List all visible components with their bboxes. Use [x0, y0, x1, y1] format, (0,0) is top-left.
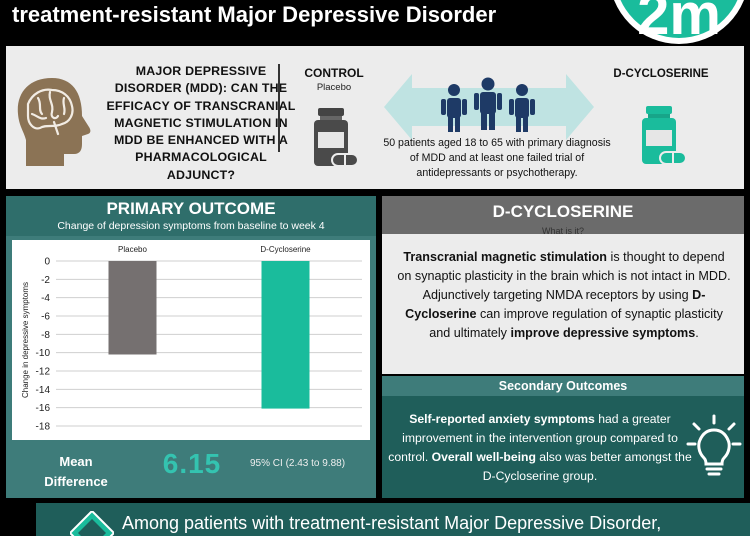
- mean-label-line1: Mean: [59, 454, 93, 469]
- people-icon: [441, 77, 535, 132]
- body-text: also was better amongst the D-Cycloserin…: [482, 450, 692, 483]
- body-text: can improve regulation of synaptic plast…: [429, 307, 723, 340]
- secondary-outcomes-text: Self-reported anxiety symptoms had a gre…: [388, 410, 692, 486]
- mean-difference-label: Mean Difference: [36, 452, 116, 492]
- bar-d-cycloserine: [261, 261, 310, 409]
- patients-description: 50 patients aged 18 to 65 with primary d…: [383, 137, 611, 179]
- bold-text: Transcranial magnetic stimulation: [403, 250, 608, 264]
- mean-difference-value: 6.15: [162, 448, 222, 479]
- conclusion-text: Among patients with treatment-resistant …: [122, 513, 662, 533]
- conclusion-bar: Among patients with treatment-resistant …: [36, 503, 750, 536]
- study-overview-panel: MAJOR DEPRESSIVE DISORDER (MDD): CAN THE…: [6, 46, 744, 189]
- primary-outcome-header: PRIMARY OUTCOME Change of depression sym…: [6, 196, 376, 236]
- body-text: had a greater improvement in the interve…: [388, 412, 678, 464]
- mean-label-line2: Difference: [44, 474, 108, 489]
- primary-outcome-panel: PRIMARY OUTCOME Change of depression sym…: [6, 196, 376, 498]
- lightbulb-icon: [686, 414, 742, 480]
- diamond-logo-icon: [68, 509, 116, 536]
- logo-text: 2m: [637, 0, 721, 46]
- primary-outcome-title: PRIMARY OUTCOME: [106, 199, 276, 218]
- y-axis-label: Change in depressive symptoms: [21, 282, 30, 398]
- research-question: MAJOR DEPRESSIVE DISORDER (MDD): CAN THE…: [106, 64, 296, 182]
- y-tick-label: -6: [41, 312, 50, 323]
- logo: 2m: [612, 0, 746, 47]
- category-label: Placebo: [118, 245, 147, 254]
- body-text: is thought to depend on synaptic plastic…: [397, 250, 731, 302]
- y-tick-label: -8: [41, 330, 50, 341]
- y-tick-label: -10: [36, 348, 51, 359]
- bar-placebo: [108, 261, 157, 355]
- dcycloserine-description: Transcranial magnetic stimulation is tho…: [396, 248, 732, 343]
- dcycloserine-subtitle: What is it?: [541, 226, 584, 236]
- bold-text: improve depressive symptoms: [510, 326, 696, 340]
- secondary-outcomes-panel: Self-reported anxiety symptoms had a gre…: [382, 396, 744, 498]
- y-tick-label: -12: [36, 367, 51, 378]
- intervention-label: D-CYCLOSERINE: [613, 68, 709, 80]
- bold-text: Overall well-being: [431, 450, 536, 464]
- chart-svg: Change in depressive symptoms 0 -2 -4 -6 -8 -…: [21, 245, 362, 433]
- body-text: .: [695, 326, 699, 340]
- participants-arrow: [384, 72, 594, 142]
- y-tick-label: -16: [36, 403, 51, 414]
- control-label: CONTROL: [304, 66, 364, 80]
- bar-chart: Change in depressive symptoms 0 -2 -4 -6 -8 -…: [12, 240, 370, 440]
- y-tick-label: -18: [36, 422, 51, 433]
- dcycloserine-title: D-CYCLOSERINE: [492, 202, 634, 221]
- primary-outcome-subtitle: Change of depression symptoms from basel…: [57, 220, 325, 232]
- category-label: D-Cycloserine: [260, 245, 311, 254]
- pill-bottle-icon: [640, 106, 688, 168]
- pill-bottle-icon: [312, 108, 360, 170]
- control-sublabel: Placebo: [316, 82, 352, 93]
- bold-text: D-Cycloserine: [405, 288, 706, 321]
- bold-text: Self-reported anxiety symptoms: [409, 412, 595, 426]
- y-tick-label: -4: [41, 293, 50, 304]
- brain-head-icon: [14, 74, 92, 170]
- page-title: treatment-resistant Major Depressive Dis…: [12, 2, 497, 27]
- dcycloserine-header: D-CYCLOSERINE What is it?: [382, 196, 744, 236]
- y-tick-label: -2: [41, 275, 50, 286]
- y-tick-label: -14: [36, 385, 51, 396]
- dcycloserine-panel: D-CYCLOSERINE What is it? Transcranial m…: [382, 196, 744, 374]
- secondary-outcomes-title: Secondary Outcomes: [382, 376, 744, 396]
- y-tick-label: 0: [44, 257, 50, 268]
- divider: [278, 64, 280, 152]
- confidence-interval: 95% CI (2.43 to 9.88): [250, 458, 346, 469]
